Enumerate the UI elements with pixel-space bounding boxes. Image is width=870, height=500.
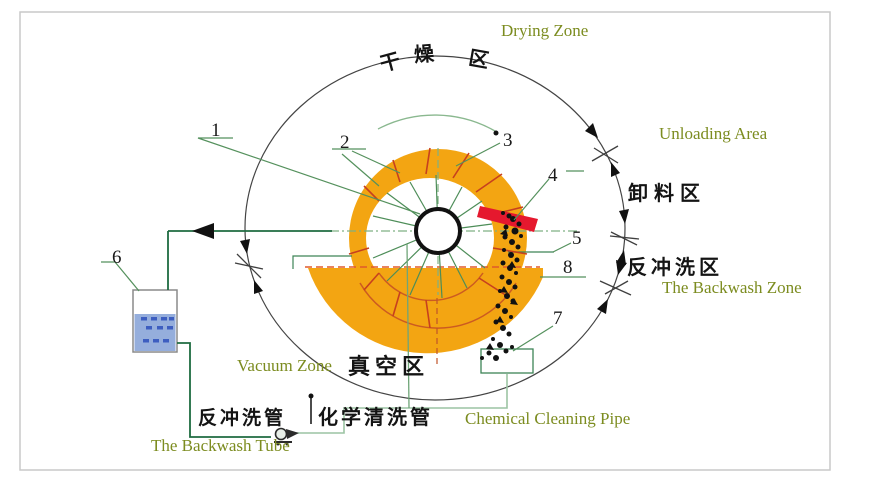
part-label-2: 2 xyxy=(340,132,350,153)
chemical-pipe-branch xyxy=(406,243,410,409)
chemical-pipe-en: Chemical Cleaning Pipe xyxy=(465,409,630,428)
backwash-tube-en: The Backwash Tube xyxy=(151,436,290,455)
backwash-pump-icon xyxy=(274,427,299,446)
vacuum-zone-zh: 真空区 xyxy=(348,354,429,379)
chemical-cleaning-pipe-line xyxy=(292,374,508,434)
filter-cloth-arc xyxy=(377,114,496,132)
zone-boundary-ticks xyxy=(234,145,640,296)
backwash-zone-zh: 反冲洗区 xyxy=(627,256,723,279)
zone-boundary-arrows xyxy=(240,123,629,314)
leader-2 xyxy=(332,148,401,187)
drying-zone-en: Drying Zone xyxy=(501,21,588,40)
leader-6 xyxy=(101,261,140,292)
backwash-zone-en: The Backwash Zone xyxy=(662,278,802,297)
part-label-3: 3 xyxy=(503,130,513,151)
part-label-7: 7 xyxy=(553,308,563,329)
leader-5 xyxy=(552,242,572,253)
trough-rim-left xyxy=(292,255,352,269)
part-label-8: 8 xyxy=(563,257,573,278)
piping xyxy=(167,223,508,446)
leader-7 xyxy=(512,325,554,352)
leader-4 xyxy=(513,170,584,221)
vacuum-zone-en: Vacuum Zone xyxy=(237,356,332,375)
part-numbers: 1 2 3 4 5 6 7 8 xyxy=(112,120,582,329)
flow-arrow-left xyxy=(192,223,214,239)
filtrate-tank xyxy=(132,289,178,353)
backwash-tube-pipe xyxy=(177,342,271,438)
pipe-labels: 反冲洗管 The Backwash Tube 化学清洗管 Chemical Cl… xyxy=(151,405,630,455)
drum-segments xyxy=(348,147,528,366)
zone-labels: Drying Zone 干 燥 区 Unloading Area 卸料区 反冲洗… xyxy=(237,21,802,379)
part-label-4: 4 xyxy=(548,165,558,186)
drum-hub xyxy=(414,207,462,255)
part-label-5: 5 xyxy=(572,228,582,249)
part-label-6: 6 xyxy=(112,247,122,268)
backwash-tube-zh: 反冲洗管 xyxy=(198,406,286,429)
scraper-blade xyxy=(477,206,538,232)
chemical-pipe-zh: 化学清洗管 xyxy=(318,405,433,429)
tank-liquid-marks xyxy=(141,317,174,343)
part-label-1: 1 xyxy=(211,120,221,141)
leader-lines xyxy=(101,114,586,352)
rotation-circle xyxy=(244,55,626,401)
trough-liquid xyxy=(308,268,543,354)
label-pin-dot xyxy=(308,393,314,399)
unloading-area-en: Unloading Area xyxy=(659,124,768,143)
leader-3 xyxy=(455,142,501,167)
slurry-trough xyxy=(292,251,554,354)
leader-3-dot xyxy=(493,130,499,136)
drying-zone-zh-3: 区 xyxy=(467,47,491,72)
leader-1 xyxy=(197,137,421,215)
unloading-area-zh: 卸料区 xyxy=(628,181,706,205)
discharged-cake-particles xyxy=(480,211,523,361)
drying-zone-zh-2: 燥 xyxy=(413,42,436,66)
